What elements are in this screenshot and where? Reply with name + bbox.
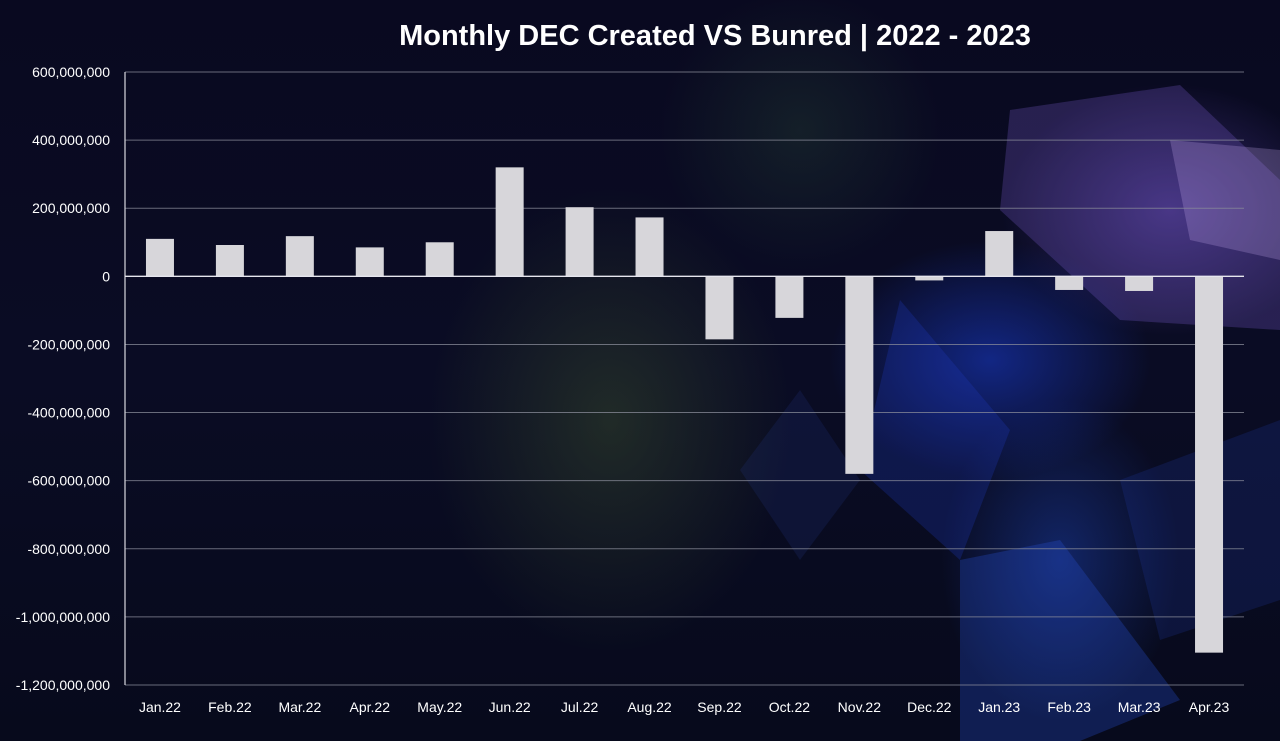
y-tick-label: 600,000,000 bbox=[32, 64, 110, 80]
x-tick-label: Apr.23 bbox=[1189, 699, 1230, 715]
bar-apr-22 bbox=[355, 247, 384, 277]
bar-mar-22 bbox=[285, 236, 314, 277]
y-tick-label: -800,000,000 bbox=[27, 541, 110, 557]
x-tick-label: Jun.22 bbox=[489, 699, 531, 715]
y-axis-labels: 600,000,000 400,000,000 200,000,000 0 -200,0… bbox=[16, 64, 110, 693]
x-tick-label: Sep.22 bbox=[697, 699, 742, 715]
bar-may-22 bbox=[425, 242, 454, 277]
bar-jan-22 bbox=[145, 238, 174, 277]
bar-feb-23 bbox=[1055, 276, 1084, 290]
x-tick-label: Oct.22 bbox=[769, 699, 810, 715]
x-tick-label: Feb.23 bbox=[1047, 699, 1091, 715]
bar-jul-22 bbox=[565, 207, 594, 277]
axes bbox=[124, 72, 1244, 685]
x-tick-label: Mar.23 bbox=[1118, 699, 1161, 715]
y-tick-label: -1,000,000,000 bbox=[16, 609, 110, 625]
bar-feb-22 bbox=[215, 245, 244, 277]
y-tick-label: -200,000,000 bbox=[27, 336, 110, 352]
bar-aug-22 bbox=[635, 217, 664, 277]
y-tick-label: -400,000,000 bbox=[27, 405, 110, 421]
bar-nov-22 bbox=[845, 276, 874, 474]
x-tick-label: Apr.22 bbox=[350, 699, 391, 715]
bar-sep-22 bbox=[705, 276, 734, 340]
chart-title: Monthly DEC Created VS Bunred | 2022 - 2… bbox=[399, 20, 1031, 52]
gridlines bbox=[125, 71, 1244, 686]
x-axis-labels: Jan.22 Feb.22 Mar.22 Apr.22 May.22 Jun.22 Jul.… bbox=[139, 699, 1230, 715]
bars bbox=[145, 167, 1224, 653]
bar-apr-23 bbox=[1195, 276, 1224, 653]
x-tick-label: Jan.22 bbox=[139, 699, 181, 715]
bar-mar-23 bbox=[1125, 276, 1154, 291]
y-tick-label: 400,000,000 bbox=[32, 132, 110, 148]
x-tick-label: Dec.22 bbox=[907, 699, 952, 715]
bar-jan-23 bbox=[985, 231, 1014, 277]
y-tick-label: 0 bbox=[102, 268, 110, 284]
bar-jun-22 bbox=[495, 167, 524, 277]
x-tick-label: Jan.23 bbox=[978, 699, 1020, 715]
x-tick-label: Aug.22 bbox=[627, 699, 672, 715]
bar-oct-22 bbox=[775, 276, 804, 318]
y-tick-label: -1,200,000,000 bbox=[16, 677, 110, 693]
bar-dec-22 bbox=[915, 276, 944, 281]
x-tick-label: Mar.22 bbox=[278, 699, 321, 715]
x-tick-label: May.22 bbox=[417, 699, 462, 715]
x-tick-label: Nov.22 bbox=[838, 699, 882, 715]
y-tick-label: 200,000,000 bbox=[32, 200, 110, 216]
x-tick-label: Feb.22 bbox=[208, 699, 252, 715]
x-tick-label: Jul.22 bbox=[561, 699, 599, 715]
y-tick-label: -600,000,000 bbox=[27, 473, 110, 489]
